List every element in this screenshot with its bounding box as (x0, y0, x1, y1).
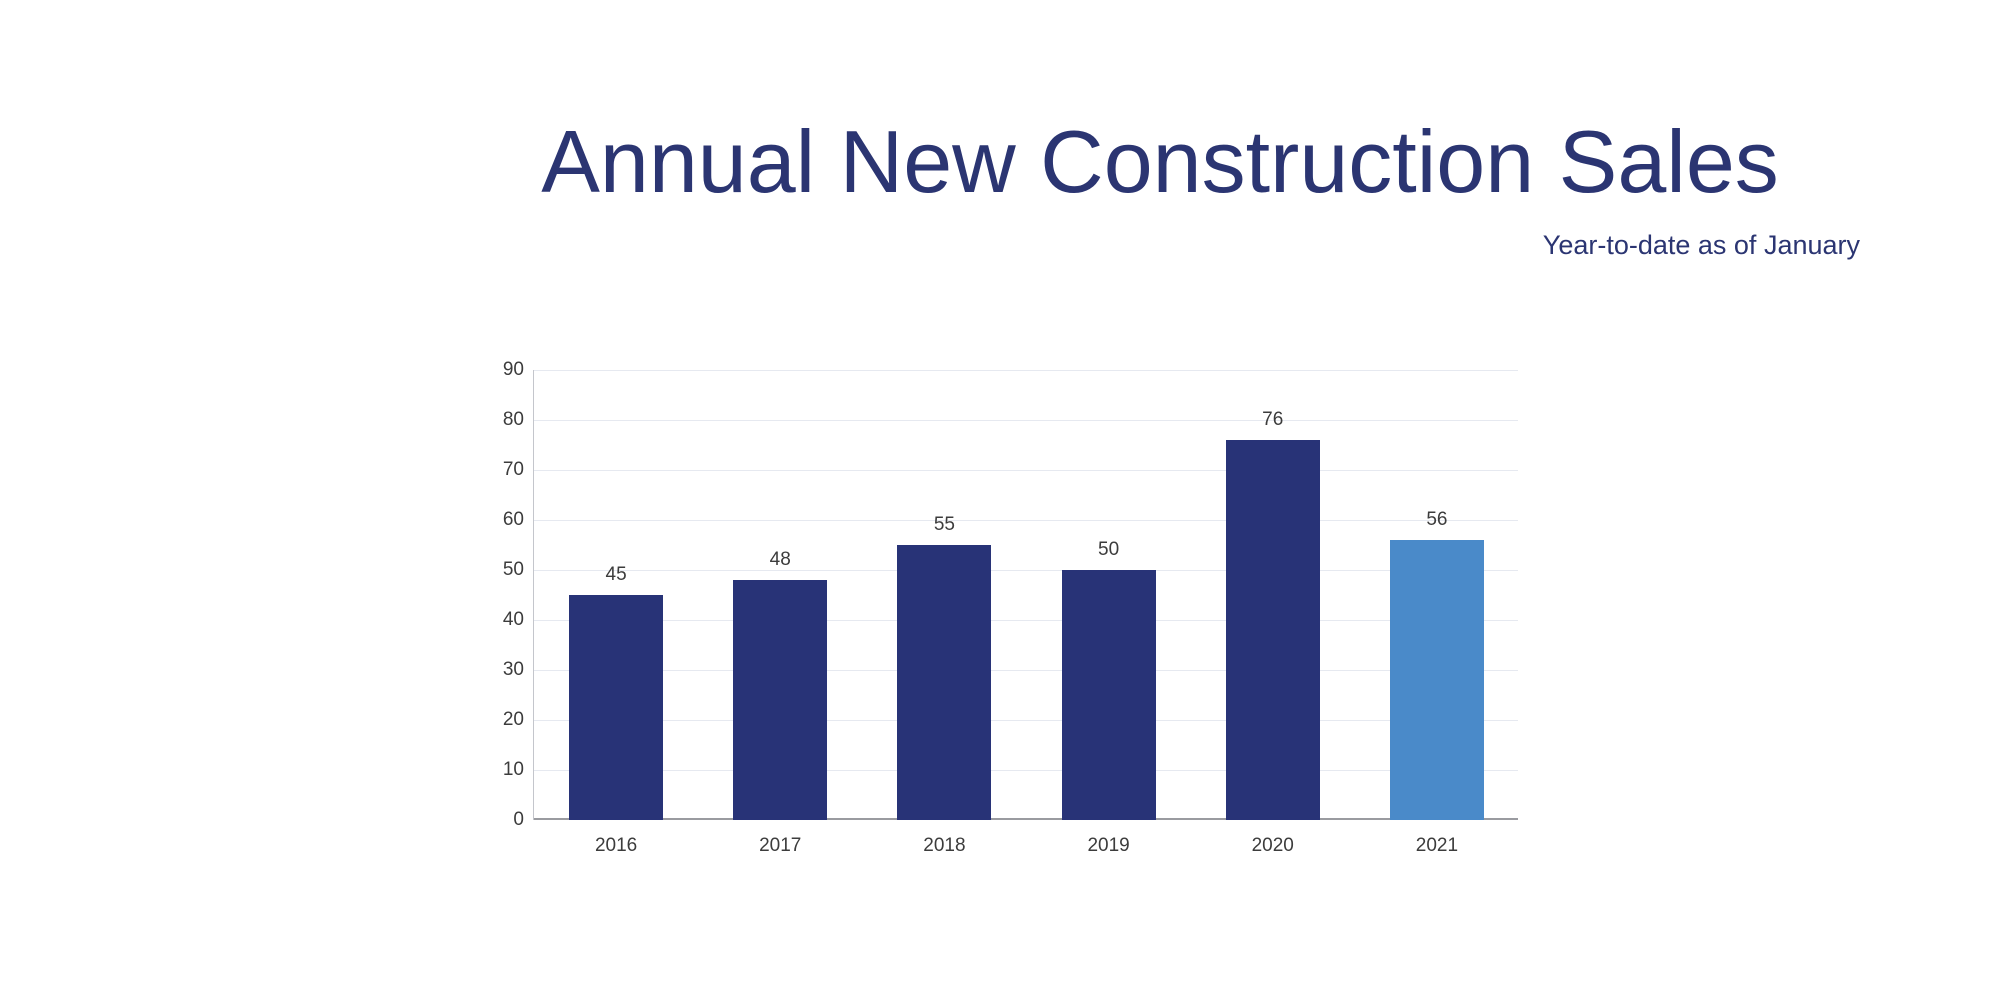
plot-area: 0 10 20 30 40 50 60 70 80 90 45 2016 48 2017 55 2018 50 2… (503, 360, 1518, 856)
y-axis-tick-label: 90 (502, 359, 524, 380)
bar-value-label-2021: 56 (1426, 509, 1448, 530)
chart-title: Annual New Construction Sales (541, 112, 1779, 211)
bar-2017 (733, 580, 828, 820)
x-axis-tick-label-2019: 2019 (1087, 835, 1130, 856)
y-axis-tick-label: 0 (513, 809, 524, 830)
x-axis-tick-label-2021: 2021 (1415, 835, 1459, 856)
x-axis-tick-label-2016: 2016 (594, 835, 638, 856)
bar-2020 (1225, 440, 1320, 820)
gridline-y30 (534, 669, 1518, 671)
gridline-y20 (534, 719, 1518, 721)
x-axis-tick-label-2018: 2018 (923, 835, 966, 856)
bar-2018 (897, 545, 992, 820)
y-axis-tick-label: 60 (502, 509, 524, 530)
y-axis-tick-label: 40 (502, 609, 524, 630)
y-axis-tick-label: 80 (502, 409, 524, 430)
gridline-y10 (534, 769, 1518, 771)
bar-value-label-2020: 76 (1262, 409, 1284, 430)
bar-2021 (1389, 540, 1484, 820)
gridline-y60 (534, 519, 1518, 521)
chart-header: Annual New Construction Sales Year-to-da… (460, 118, 1860, 261)
gridline-y40 (534, 619, 1518, 621)
gridline-y70 (534, 469, 1518, 471)
y-axis-tick-label: 70 (502, 459, 524, 480)
bar-value-label-2018: 55 (933, 514, 955, 535)
y-axis-tick-label: 10 (502, 759, 524, 780)
bar-2019 (1061, 570, 1156, 820)
bar-2016 (569, 595, 664, 820)
x-axis-tick-label-2020: 2020 (1251, 835, 1294, 856)
x-axis-line (534, 818, 1518, 820)
gridline-y90 (534, 369, 1518, 371)
y-axis-tick-label: 30 (502, 659, 524, 680)
bar-value-label-2017: 48 (769, 549, 791, 570)
chart-subtitle: Year-to-date as of January (1542, 230, 1860, 260)
x-axis-tick-label-2017: 2017 (759, 835, 802, 856)
bar-value-label-2016: 45 (605, 564, 627, 585)
gridline-y80 (534, 419, 1518, 421)
gridline-y50 (534, 569, 1518, 571)
bar-value-label-2019: 50 (1098, 539, 1120, 560)
y-axis-tick-label: 50 (502, 559, 524, 580)
y-axis-tick-label: 20 (502, 709, 524, 730)
